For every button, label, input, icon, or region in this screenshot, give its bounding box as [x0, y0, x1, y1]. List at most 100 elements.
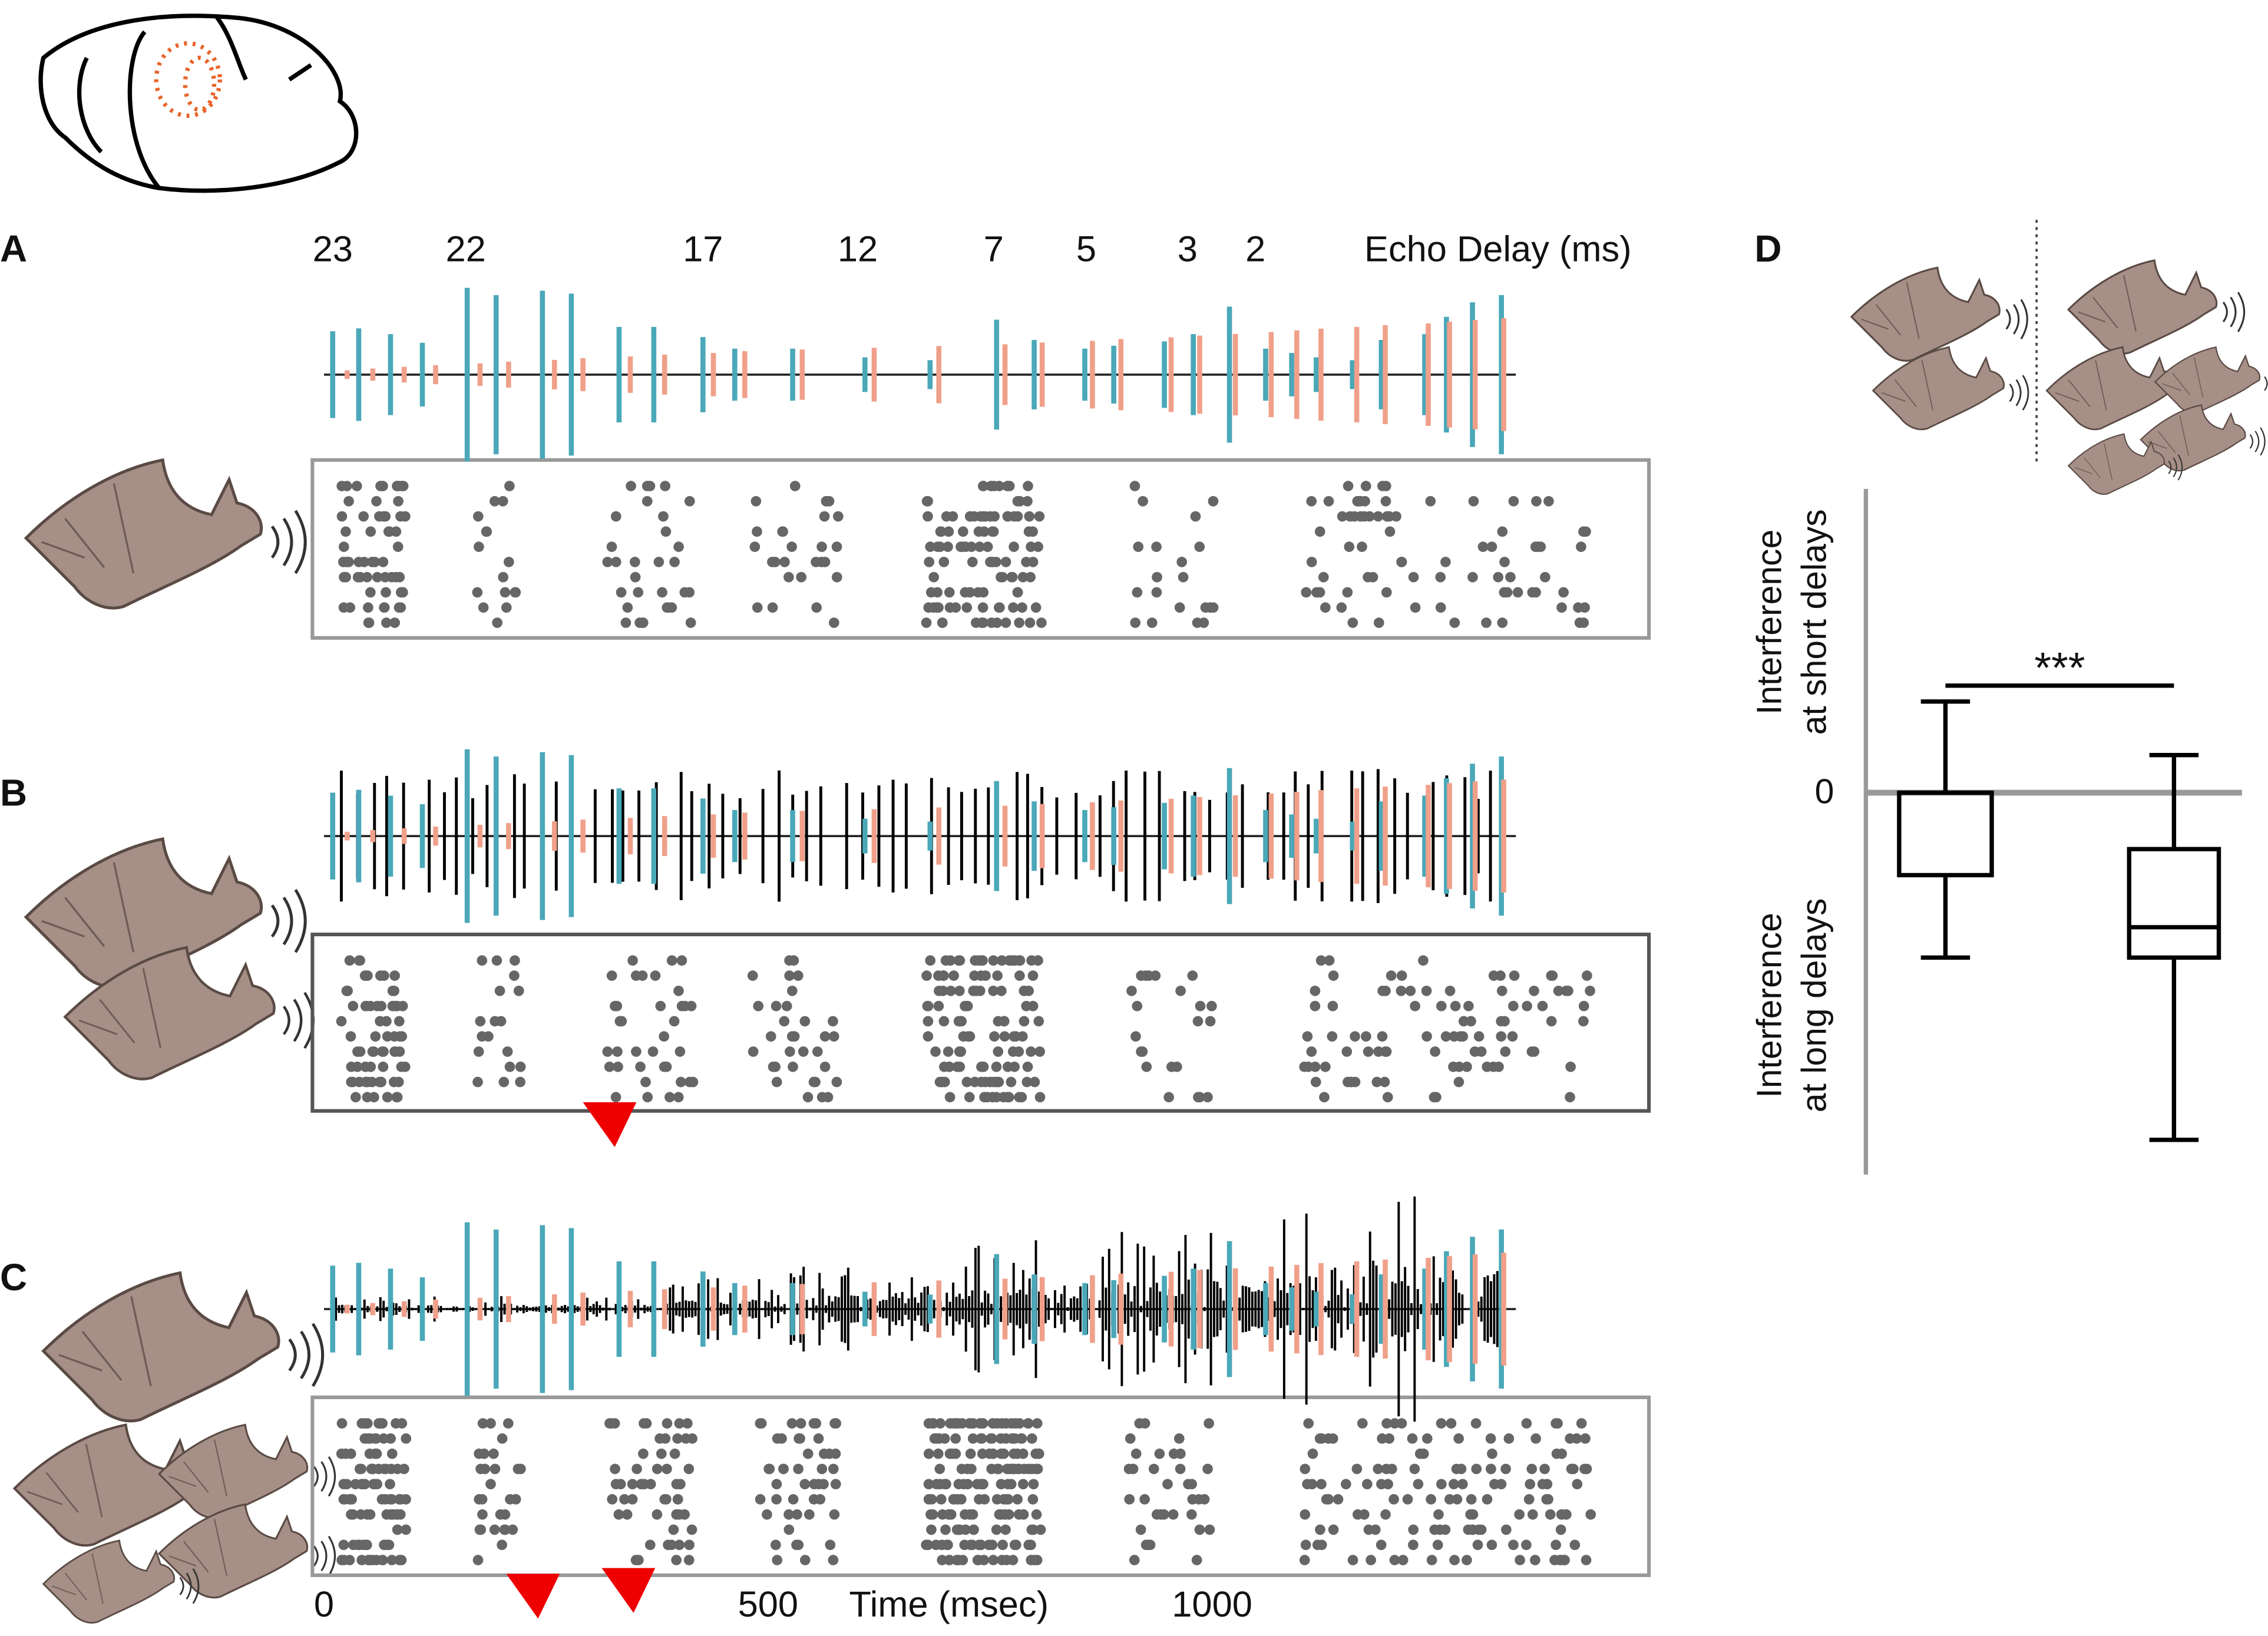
spike — [652, 1509, 663, 1520]
spike — [1033, 541, 1043, 552]
spike — [1463, 1000, 1474, 1012]
spike — [1000, 1509, 1010, 1520]
spike — [829, 1418, 840, 1429]
spike — [816, 541, 827, 552]
spike — [507, 1524, 518, 1535]
spike — [1421, 1031, 1432, 1042]
spike — [1361, 1479, 1373, 1490]
spike — [1025, 571, 1036, 583]
spike — [1012, 1494, 1023, 1505]
spike — [792, 1509, 802, 1520]
spike — [671, 1555, 682, 1565]
spike — [1006, 1076, 1017, 1088]
spike — [808, 1494, 819, 1505]
spike — [1027, 970, 1039, 981]
spike — [795, 1418, 806, 1429]
spike — [1345, 1076, 1357, 1088]
spike — [825, 1539, 836, 1551]
brain-sketch — [38, 14, 359, 193]
spike — [980, 1076, 991, 1088]
spike — [1033, 955, 1043, 966]
spike — [771, 1494, 782, 1505]
spike — [751, 495, 762, 507]
spike — [480, 1463, 490, 1475]
spike — [1028, 1479, 1039, 1490]
spike — [986, 617, 997, 628]
spike — [341, 1479, 352, 1490]
spike — [1017, 1479, 1029, 1490]
spike — [1333, 1494, 1344, 1505]
raster-frame — [310, 1395, 1651, 1577]
spike — [673, 1092, 684, 1103]
spike — [943, 1046, 954, 1057]
spike — [1324, 955, 1335, 966]
spike — [1187, 1494, 1198, 1505]
pulse-train — [324, 1197, 1516, 1422]
spike — [1024, 511, 1035, 522]
spike — [1204, 1524, 1215, 1535]
spike — [355, 955, 365, 966]
spike — [378, 1061, 389, 1072]
spike — [1539, 1463, 1550, 1475]
spike — [996, 1418, 1007, 1429]
spike — [1396, 970, 1407, 981]
panel-label: C — [0, 1256, 27, 1298]
spike — [1381, 1046, 1392, 1057]
spike — [986, 557, 997, 567]
raster-frame — [310, 933, 1651, 1113]
spike — [965, 1448, 976, 1459]
spike — [1126, 986, 1137, 996]
spike — [1500, 1463, 1511, 1475]
spike — [1129, 1555, 1140, 1565]
spike — [660, 481, 670, 491]
spike — [489, 495, 500, 507]
spike — [1376, 1539, 1387, 1551]
spike — [355, 1509, 366, 1520]
spike — [673, 541, 684, 552]
spike — [1515, 1555, 1525, 1565]
spike — [939, 1076, 950, 1088]
spike — [816, 1092, 828, 1103]
spike — [683, 1463, 695, 1475]
spike — [635, 1061, 646, 1072]
spike — [365, 1000, 376, 1012]
spike — [819, 1061, 831, 1072]
spike — [672, 1494, 683, 1505]
spike — [828, 1016, 838, 1027]
spike — [962, 1463, 973, 1475]
spike — [1007, 571, 1018, 583]
spike — [1002, 511, 1013, 522]
spike — [796, 571, 806, 583]
spike — [770, 1539, 781, 1551]
delay-label: 2 — [1245, 229, 1265, 269]
spike — [1007, 1046, 1019, 1057]
spike — [977, 955, 988, 966]
spike — [955, 1016, 966, 1027]
spike — [638, 1448, 649, 1459]
spike — [1508, 1539, 1519, 1551]
spike — [475, 1524, 487, 1535]
spike — [1162, 1479, 1173, 1490]
spike — [977, 602, 988, 613]
spike — [1141, 1061, 1152, 1072]
spike — [943, 541, 953, 552]
spike — [647, 1046, 659, 1057]
spike — [831, 571, 842, 583]
spike — [1019, 986, 1030, 996]
spike — [1565, 1061, 1576, 1072]
spike — [992, 970, 1003, 981]
delay-label: 23 — [313, 229, 353, 269]
spike — [660, 526, 672, 537]
delay-axis-label: Echo Delay (ms) — [1364, 229, 1632, 269]
spike — [830, 1479, 841, 1490]
spike — [664, 1092, 675, 1103]
spike — [1456, 1463, 1467, 1475]
spike — [674, 1539, 685, 1551]
spike — [1363, 1524, 1374, 1535]
spike — [509, 970, 520, 981]
spike — [987, 1418, 999, 1429]
spike — [802, 1092, 814, 1103]
spike — [1522, 1000, 1532, 1012]
spike — [928, 571, 939, 583]
spike — [1377, 1031, 1388, 1042]
